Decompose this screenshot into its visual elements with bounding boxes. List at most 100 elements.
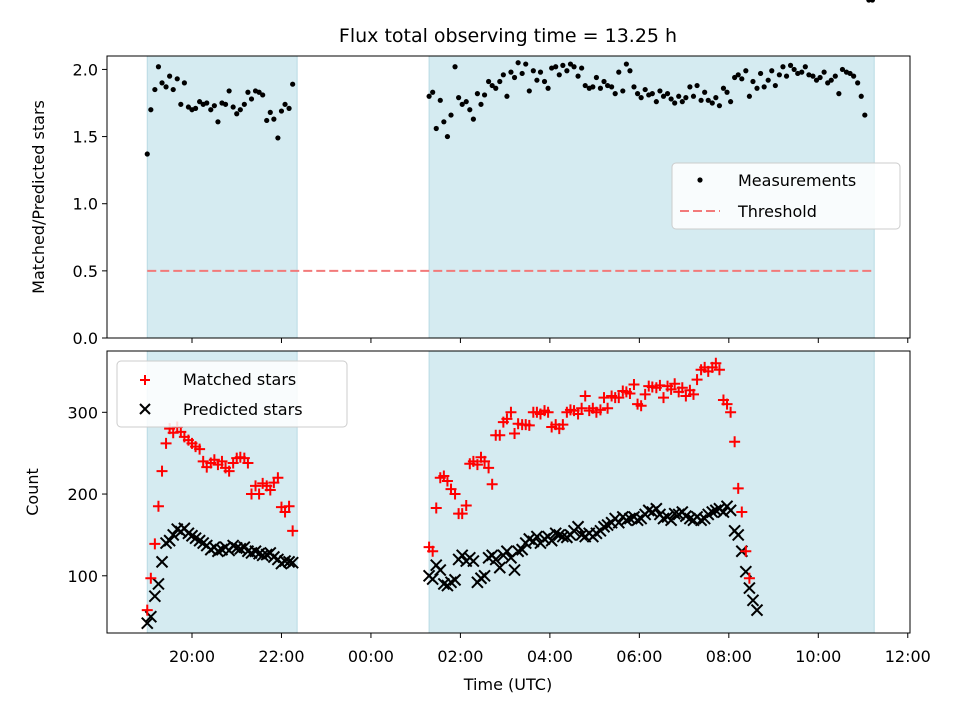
measurement-point <box>810 73 816 79</box>
measurement-point <box>839 66 846 73</box>
matched-point <box>713 364 725 376</box>
measurement-points <box>144 0 876 157</box>
measurement-point <box>508 69 514 75</box>
predicted-point <box>746 594 760 607</box>
measurement-point <box>590 84 596 90</box>
measurement-point <box>148 107 154 113</box>
matched-point <box>460 499 472 511</box>
measurement-point <box>437 97 443 103</box>
matched-point <box>501 413 513 425</box>
predicted-point <box>694 513 708 527</box>
matched-point <box>223 465 235 477</box>
predicted-point <box>717 505 730 519</box>
measurement-point <box>724 89 730 95</box>
measurement-point <box>802 64 808 70</box>
measurement-point <box>791 66 797 73</box>
matched-point <box>216 455 228 467</box>
measurement-point <box>444 133 451 140</box>
matched-point <box>635 400 647 412</box>
predicted-point <box>750 603 764 617</box>
measurement-point <box>858 93 864 99</box>
bottom-x-ticks: 20:00 22:00 00:00 02:00 04:00 06:00 08:00 10:00… <box>169 633 931 666</box>
observing-span <box>428 350 875 634</box>
measurement-point <box>174 76 180 82</box>
matched-point <box>740 545 752 557</box>
y-tick-label: 300 <box>67 403 98 422</box>
measurement-point <box>754 85 760 91</box>
measurement-point <box>519 70 525 77</box>
measurement-point <box>489 82 495 89</box>
measurement-point <box>601 78 607 85</box>
matched-point <box>725 406 737 418</box>
measurement-point <box>821 69 827 75</box>
y-tick-label: 0.5 <box>73 262 98 281</box>
measurement-point <box>609 84 615 90</box>
measurement-point <box>497 78 503 85</box>
predicted-point <box>282 555 296 569</box>
matched-point <box>687 388 699 400</box>
measurement-point <box>806 72 812 78</box>
measurement-point <box>271 116 277 122</box>
measurement-point <box>776 72 782 78</box>
measurement-point <box>660 93 667 99</box>
x-axis-label: Time (UTC) <box>463 675 552 694</box>
predicted-point <box>467 554 480 568</box>
matched-point <box>449 488 461 500</box>
measurement-point <box>452 64 458 70</box>
measurement-point <box>709 100 715 106</box>
measurement-point <box>192 105 199 111</box>
y-tick-label: 100 <box>67 567 98 586</box>
y-tick-label: 0.0 <box>73 329 98 348</box>
measurement-point <box>746 93 753 99</box>
measurement-point <box>862 112 868 118</box>
predicted-point <box>478 569 491 582</box>
measurement-point <box>185 104 192 110</box>
measurement-point <box>463 99 469 105</box>
predicted-point <box>508 563 521 577</box>
measurement-point <box>616 69 622 75</box>
measurement-point <box>230 104 236 110</box>
predicted-point <box>437 577 451 591</box>
matched-point <box>572 408 584 420</box>
measurement-point <box>743 68 749 74</box>
measurement-point <box>426 93 432 99</box>
top-axes-frame <box>106 55 911 339</box>
measurement-point <box>735 72 741 78</box>
matched-point <box>676 382 688 394</box>
measurement-point <box>847 70 853 77</box>
bottom-legend-box <box>116 360 348 428</box>
measurement-point <box>545 85 551 91</box>
measurement-point <box>683 95 689 101</box>
predicted-point <box>706 505 719 519</box>
measurement-point <box>653 99 659 105</box>
predicted-point <box>211 545 225 558</box>
measurement-point <box>825 80 831 86</box>
bottom-axes-frame <box>106 350 911 634</box>
measurement-point <box>799 69 805 75</box>
measurement-point <box>739 76 745 82</box>
bottom-y-axis-label: Count <box>23 468 42 516</box>
matched-point <box>197 455 209 467</box>
predicted-point <box>683 512 697 525</box>
measurement-point <box>530 68 536 74</box>
matched-point <box>594 404 606 416</box>
matched-points <box>142 358 755 616</box>
measurement-point <box>245 89 251 95</box>
predicted-point <box>155 555 169 569</box>
measurement-point <box>567 61 574 67</box>
matched-point <box>152 500 164 512</box>
legend-predicted-marker <box>139 403 151 415</box>
measurement-point <box>549 65 555 71</box>
predicted-point <box>530 530 544 543</box>
observing-span <box>146 55 298 339</box>
measurement-point <box>441 119 447 125</box>
measurement-point <box>430 89 436 95</box>
measurement-point <box>817 74 823 81</box>
matched-point <box>287 525 299 537</box>
matched-point <box>471 459 483 471</box>
matched-point <box>579 390 591 402</box>
measurement-point <box>604 82 611 89</box>
measurement-point <box>676 93 682 99</box>
measurement-point <box>836 91 842 97</box>
legend-matched-marker <box>140 375 150 385</box>
